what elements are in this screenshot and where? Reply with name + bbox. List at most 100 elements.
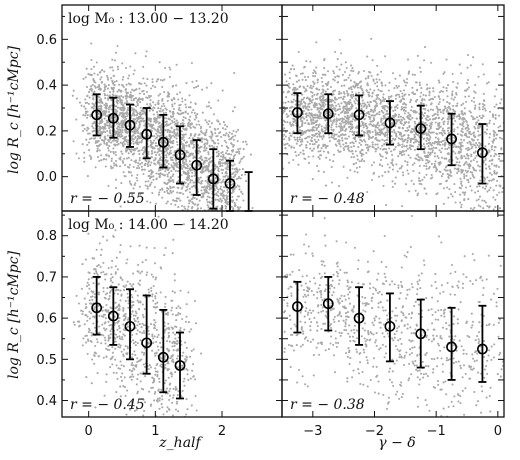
scatter-point — [333, 89, 337, 92]
scatter-point — [142, 172, 145, 176]
scatter-point — [334, 107, 337, 110]
scatter-point — [218, 132, 221, 135]
scatter-point — [444, 107, 447, 110]
scatter-point — [360, 148, 363, 151]
scatter-point — [194, 114, 197, 117]
scatter-point — [128, 166, 131, 169]
scatter-point — [210, 200, 213, 203]
scatter-point — [118, 114, 121, 117]
scatter-point — [469, 133, 473, 136]
scatter-point — [349, 150, 352, 153]
scatter-point — [87, 73, 90, 76]
scatter-point — [204, 156, 207, 159]
scatter-point — [161, 98, 164, 101]
scatter-point — [172, 134, 175, 137]
scatter-point — [311, 143, 314, 146]
scatter-point — [379, 158, 382, 162]
scatter-point — [171, 103, 174, 106]
scatter-point — [85, 85, 89, 89]
scatter-point — [468, 136, 471, 139]
scatter-point — [451, 93, 454, 96]
scatter-point — [394, 125, 397, 128]
scatter-point — [138, 92, 141, 95]
scatter-point — [433, 95, 436, 99]
scatter-point — [401, 107, 404, 110]
scatter-point — [232, 145, 235, 148]
scatter-point — [407, 129, 410, 132]
scatter-point — [197, 150, 201, 153]
scatter-point — [322, 170, 325, 173]
scatter-point — [358, 165, 361, 169]
scatter-point — [149, 139, 152, 142]
scatter-point — [398, 144, 401, 147]
scatter-point — [425, 139, 428, 142]
scatter-point — [470, 189, 473, 192]
scatter-point — [304, 112, 307, 116]
scatter-point — [169, 213, 171, 215]
scatter-point — [333, 101, 336, 104]
scatter-point — [277, 86, 279, 88]
scatter-point — [207, 236, 209, 238]
scatter-point — [343, 125, 346, 129]
scatter-point — [376, 81, 379, 84]
scatter-point — [367, 148, 370, 151]
scatter-point — [238, 161, 241, 165]
scatter-point — [344, 101, 347, 104]
scatter-point — [90, 137, 93, 140]
scatter-point — [192, 184, 195, 187]
scatter-point — [182, 111, 185, 114]
scatter-point — [123, 157, 126, 160]
scatter-point — [331, 122, 334, 125]
median-marker — [107, 112, 119, 124]
scatter-point — [312, 80, 315, 83]
scatter-point — [473, 125, 476, 129]
scatter-point — [134, 161, 137, 164]
scatter-point — [104, 138, 107, 141]
scatter-point — [321, 88, 324, 91]
scatter-point — [357, 70, 361, 74]
scatter-point — [91, 122, 94, 125]
scatter-point — [177, 98, 180, 101]
scatter-point — [239, 177, 242, 180]
scatter-point — [492, 213, 494, 215]
scatter-point — [412, 137, 415, 141]
scatter-point — [316, 81, 319, 84]
scatter-point — [292, 158, 295, 162]
scatter-point — [119, 99, 122, 102]
scatter-point — [279, 128, 281, 130]
scatter-point — [290, 124, 293, 128]
scatter-point — [103, 92, 106, 95]
scatter-point — [431, 151, 434, 154]
scatter-point — [440, 140, 443, 143]
scatter-point — [279, 127, 281, 129]
scatter-point — [351, 112, 354, 115]
scatter-point — [350, 107, 353, 110]
scatter-point — [134, 97, 137, 100]
scatter-point — [118, 123, 121, 126]
scatter-point — [149, 99, 152, 102]
scatter-point — [106, 76, 109, 79]
scatter-point — [328, 136, 331, 139]
scatter-point — [114, 51, 118, 54]
scatter-point — [225, 238, 227, 240]
scatter-point — [205, 147, 208, 150]
scatter-point — [214, 184, 217, 187]
scatter-point — [432, 90, 435, 93]
scatter-point — [149, 87, 153, 90]
scatter-point — [488, 167, 491, 170]
scatter-point — [423, 98, 426, 101]
scatter-point — [256, 87, 258, 89]
scatter-point — [103, 88, 107, 91]
scatter-point — [473, 117, 476, 120]
scatter-point — [202, 249, 204, 251]
scatter-point — [367, 112, 370, 115]
scatter-point — [355, 107, 358, 110]
scatter-point — [462, 139, 466, 142]
scatter-point — [113, 164, 116, 167]
scatter-point — [404, 109, 407, 113]
scatter-point — [75, 152, 78, 155]
scatter-point — [303, 157, 306, 160]
scatter-point — [305, 129, 308, 132]
scatter-point — [124, 128, 127, 131]
scatter-point — [182, 192, 185, 196]
